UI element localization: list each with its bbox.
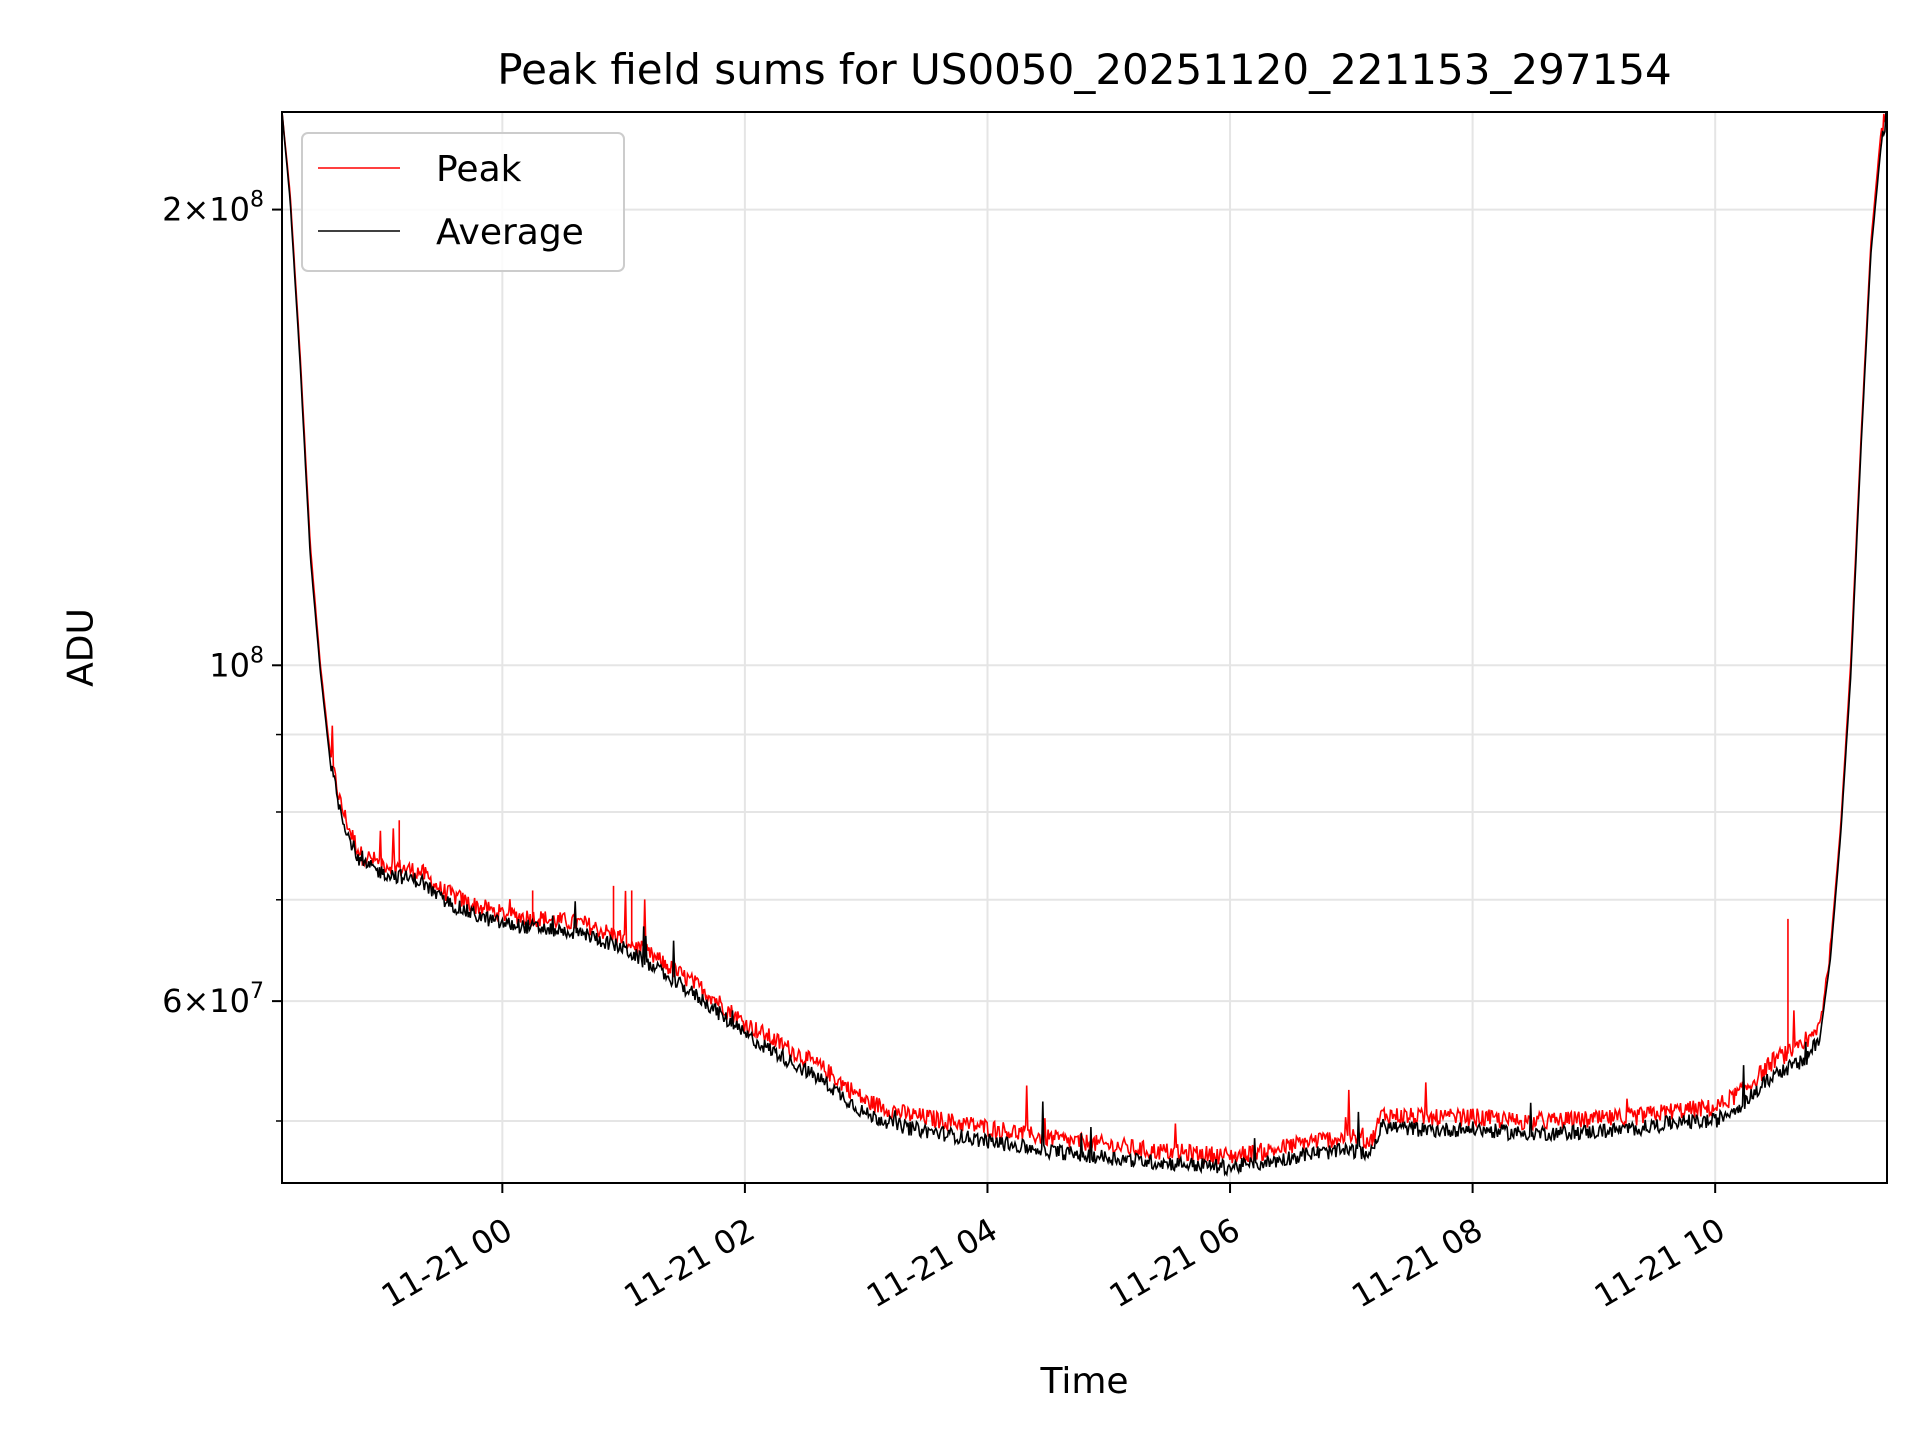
y-tick-mantissa: 2	[162, 191, 182, 229]
plot-frame	[281, 111, 1888, 1184]
y-tick-times: ×	[182, 982, 209, 1020]
y-tick-exponent: 7	[250, 979, 264, 1004]
y-tick-base: 10	[209, 982, 250, 1020]
legend-label-peak: Peak	[436, 149, 522, 190]
legend-label-average: Average	[436, 212, 584, 253]
y-tick-exponent: 8	[250, 188, 264, 213]
legend: Peak Average	[301, 132, 625, 272]
series-line-average	[281, 111, 1888, 1177]
series-lines	[281, 111, 1888, 1177]
chart-title: Peak field sums for US0050_20251120_2211…	[497, 45, 1672, 94]
series-line-peak	[281, 111, 1888, 1165]
y-tick-label: 2×108	[162, 188, 264, 229]
y-axis-label: ADU	[61, 608, 102, 687]
y-tick-times: ×	[182, 191, 209, 229]
y-tick-base: 10	[209, 646, 250, 684]
y-tick-label: 108	[209, 643, 264, 684]
y-tick-exponent: 8	[250, 643, 264, 668]
y-tick-base: 10	[209, 191, 250, 229]
y-tick-mantissa: 6	[162, 982, 182, 1020]
y-tick-label: 6×107	[162, 979, 264, 1020]
x-axis-label: Time	[1039, 1361, 1128, 1402]
